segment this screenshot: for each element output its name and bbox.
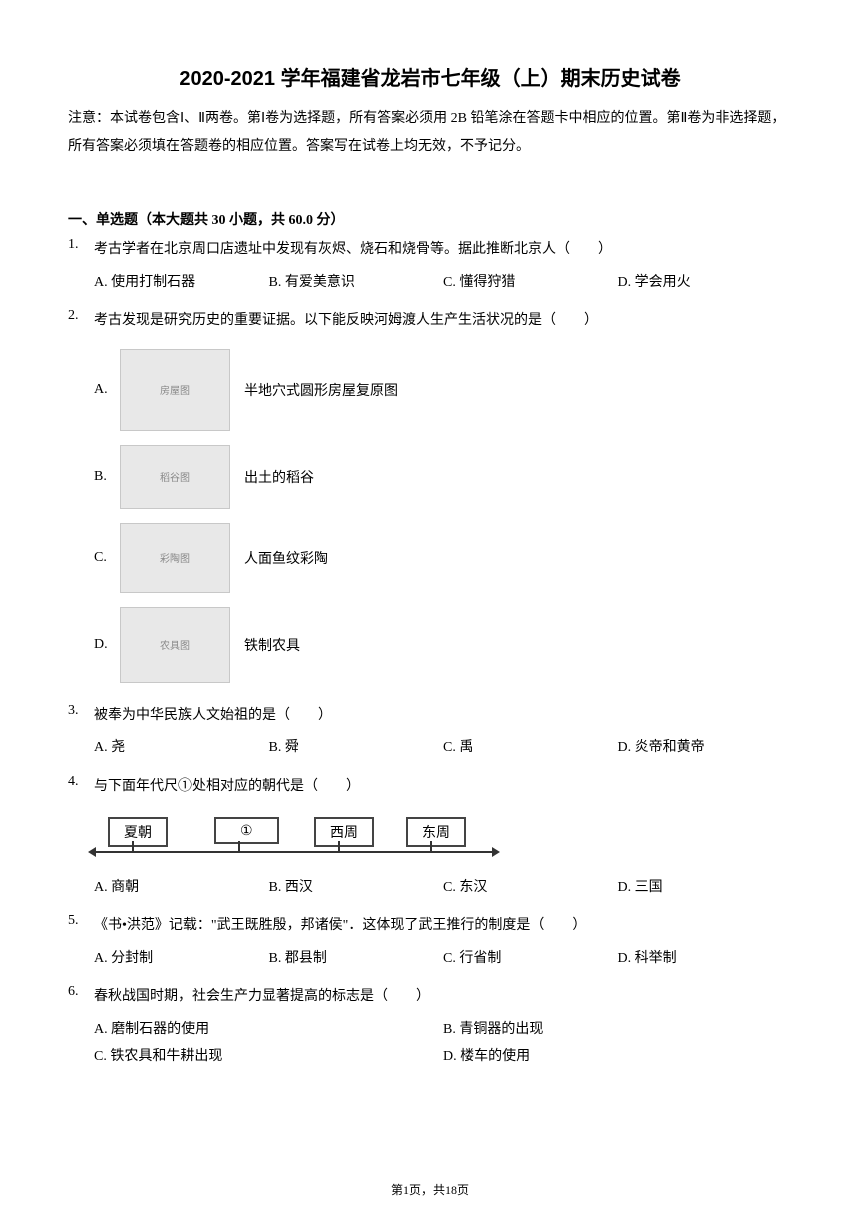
options: A. 分封制 B. 郡县制 C. 行省制 D. 科举制: [94, 946, 792, 973]
timeline-tick: [132, 841, 134, 851]
question-4: 4. 与下面年代尺①处相对应的朝代是（ ） 夏朝 ① 西周 东周 A. 商朝 B. 西…: [68, 774, 792, 901]
option-a[interactable]: A. 房屋图 半地穴式圆形房屋复原图: [94, 349, 792, 431]
footer-suffix: 页: [457, 1183, 469, 1197]
option-label: A.: [94, 382, 120, 398]
question-stem: 考古发现是研究历史的重要证据。以下能反映河姆渡人生产生活状况的是（ ）: [94, 308, 792, 335]
question-stem: 《书•洪范》记载："武王既胜殷，邦诸侯"．这体现了武王推行的制度是（ ）: [94, 913, 792, 940]
exam-instructions: 注意：本试卷包含Ⅰ、Ⅱ两卷。第Ⅰ卷为选择题，所有答案必须用 2B 铅笔涂在答题卡…: [68, 105, 792, 161]
option-c[interactable]: C. 行省制: [443, 946, 618, 973]
option-a[interactable]: A. 使用打制石器: [94, 270, 269, 297]
option-d[interactable]: D. 炎帝和黄帝: [618, 735, 793, 762]
question-5: 5. 《书•洪范》记载："武王既胜殷，邦诸侯"．这体现了武王推行的制度是（ ） …: [68, 913, 792, 972]
footer-total: 18: [445, 1183, 457, 1197]
option-text: 铁制农具: [244, 635, 300, 655]
house-restoration-image: 房屋图: [120, 349, 230, 431]
question-number: 3.: [68, 703, 94, 762]
question-number: 5.: [68, 913, 94, 972]
timeline-tick: [238, 841, 240, 851]
option-a[interactable]: A. 尧: [94, 735, 269, 762]
question-number: 2.: [68, 308, 94, 691]
question-stem: 考古学者在北京周口店遗址中发现有灰烬、烧石和烧骨等。据此推断北京人（ ）: [94, 237, 792, 264]
option-b[interactable]: B. 西汉: [269, 875, 444, 902]
option-a[interactable]: A. 商朝: [94, 875, 269, 902]
question-stem: 被奉为中华民族人文始祖的是（ ）: [94, 703, 792, 730]
option-label: D.: [94, 637, 120, 653]
option-b[interactable]: B. 郡县制: [269, 946, 444, 973]
timeline-box: 东周: [406, 817, 466, 847]
option-b[interactable]: B. 稻谷图 出土的稻谷: [94, 445, 792, 509]
option-c[interactable]: C. 彩陶图 人面鱼纹彩陶: [94, 523, 792, 593]
option-label: B.: [94, 469, 120, 485]
question-6: 6. 春秋战国时期，社会生产力显著提高的标志是（ ） A. 磨制石器的使用 B.…: [68, 984, 792, 1070]
option-b[interactable]: B. 有爱美意识: [269, 270, 444, 297]
option-text: 出土的稻谷: [244, 467, 314, 487]
options: A. 尧 B. 舜 C. 禹 D. 炎帝和黄帝: [94, 735, 792, 762]
option-a[interactable]: A. 分封制: [94, 946, 269, 973]
option-d[interactable]: D. 三国: [618, 875, 793, 902]
timeline-diagram: 夏朝 ① 西周 东周: [94, 811, 494, 867]
option-b[interactable]: B. 青铜器的出现: [443, 1017, 792, 1044]
option-d[interactable]: D. 农具图 铁制农具: [94, 607, 792, 683]
timeline-box: 西周: [314, 817, 374, 847]
option-d[interactable]: D. 学会用火: [618, 270, 793, 297]
question-stem: 与下面年代尺①处相对应的朝代是（ ）: [94, 774, 792, 801]
option-a[interactable]: A. 磨制石器的使用: [94, 1017, 443, 1044]
footer-mid: 页，共: [409, 1183, 445, 1197]
option-c[interactable]: C. 东汉: [443, 875, 618, 902]
options: A. 使用打制石器 B. 有爱美意识 C. 懂得狩猎 D. 学会用火: [94, 270, 792, 297]
timeline-tick: [430, 841, 432, 851]
pottery-image: 彩陶图: [120, 523, 230, 593]
iron-tool-image: 农具图: [120, 607, 230, 683]
option-d[interactable]: D. 楼车的使用: [443, 1044, 792, 1071]
timeline-axis: [94, 851, 494, 853]
footer-prefix: 第: [391, 1183, 403, 1197]
option-b[interactable]: B. 舜: [269, 735, 444, 762]
timeline-tick: [338, 841, 340, 851]
option-c[interactable]: C. 懂得狩猎: [443, 270, 618, 297]
exam-title: 2020-2021 学年福建省龙岩市七年级（上）期末历史试卷: [68, 62, 792, 91]
question-stem: 春秋战国时期，社会生产力显著提高的标志是（ ）: [94, 984, 792, 1011]
question-number: 4.: [68, 774, 94, 901]
option-c[interactable]: C. 禹: [443, 735, 618, 762]
question-1: 1. 考古学者在北京周口店遗址中发现有灰烬、烧石和烧骨等。据此推断北京人（ ） …: [68, 237, 792, 296]
option-label: C.: [94, 550, 120, 566]
options: A. 商朝 B. 西汉 C. 东汉 D. 三国: [94, 875, 792, 902]
question-number: 1.: [68, 237, 94, 296]
option-text: 人面鱼纹彩陶: [244, 548, 328, 568]
timeline-box: ①: [214, 817, 279, 844]
option-text: 半地穴式圆形房屋复原图: [244, 380, 398, 400]
page-footer: 第1页，共18页: [0, 1181, 860, 1198]
section-header: 一、单选题（本大题共 30 小题，共 60.0 分）: [68, 209, 792, 229]
options: A. 磨制石器的使用 B. 青铜器的出现 C. 铁农具和牛耕出现 D. 楼车的使…: [94, 1017, 792, 1070]
question-2: 2. 考古发现是研究历史的重要证据。以下能反映河姆渡人生产生活状况的是（ ） A…: [68, 308, 792, 691]
timeline-box: 夏朝: [108, 817, 168, 847]
option-d[interactable]: D. 科举制: [618, 946, 793, 973]
question-number: 6.: [68, 984, 94, 1070]
question-3: 3. 被奉为中华民族人文始祖的是（ ） A. 尧 B. 舜 C. 禹 D. 炎帝…: [68, 703, 792, 762]
rice-grain-image: 稻谷图: [120, 445, 230, 509]
option-c[interactable]: C. 铁农具和牛耕出现: [94, 1044, 443, 1071]
